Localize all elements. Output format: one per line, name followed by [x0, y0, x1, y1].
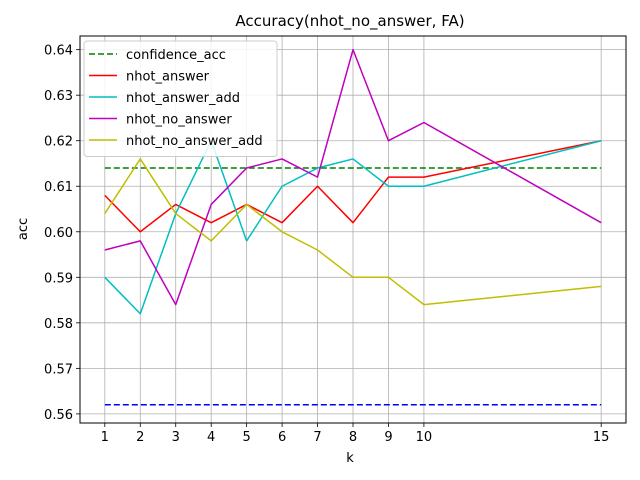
x-tick-label: 9	[384, 430, 392, 445]
series-line-nhot-no-answer	[104, 48, 602, 306]
x-tick-label: 8	[349, 430, 357, 445]
grid	[80, 36, 626, 423]
y-tick-label: 0.60	[44, 226, 73, 241]
y-tick-label: 0.57	[44, 362, 73, 377]
y-axis-label: acc	[16, 218, 31, 240]
y-tick-label: 0.59	[44, 271, 73, 286]
legend-entry: nhot_answer	[126, 70, 210, 85]
legend-entry: nhot_no_answer_add	[126, 134, 263, 149]
x-tick-label: 15	[593, 430, 610, 445]
x-tick-label: 2	[136, 430, 144, 445]
y-tick-label: 0.63	[44, 89, 73, 104]
x-axis-label: k	[346, 451, 354, 466]
x-tick-label: 10	[416, 430, 433, 445]
series-line-nhot-answer-add	[104, 139, 602, 315]
y-tick-label: 0.61	[44, 180, 73, 195]
x-tick-label: 7	[313, 430, 321, 445]
series-lines	[104, 48, 602, 406]
series-line-nhot-no-answer-add	[104, 158, 602, 306]
series-line-nhot-answer	[104, 139, 602, 233]
legend-box	[83, 40, 278, 157]
legend: confidence_acc nhot_answer nhot_answer_add…	[83, 40, 278, 157]
x-tick-label: 4	[207, 430, 215, 445]
axis-ticks: 1 2 3 4 5 6 7 8 9 10 15 0.56 0.57 0.58 0.59 0.60 0.61 0.6…	[44, 44, 609, 445]
legend-entry: nhot_no_answer	[126, 113, 232, 128]
x-tick-label: 5	[242, 430, 250, 445]
legend-entry: confidence_acc	[126, 48, 226, 63]
y-tick-label: 0.56	[44, 408, 73, 423]
chart-title: Accuracy(nhot_no_answer, FA)	[235, 12, 464, 31]
y-tick-label: 0.62	[44, 135, 73, 150]
x-tick-label: 3	[172, 430, 180, 445]
x-tick-label: 6	[278, 430, 286, 445]
y-tick-label: 0.64	[44, 44, 73, 59]
legend-entry: nhot_answer_add	[126, 91, 240, 106]
y-tick-label: 0.58	[44, 317, 73, 332]
x-tick-label: 1	[101, 430, 109, 445]
